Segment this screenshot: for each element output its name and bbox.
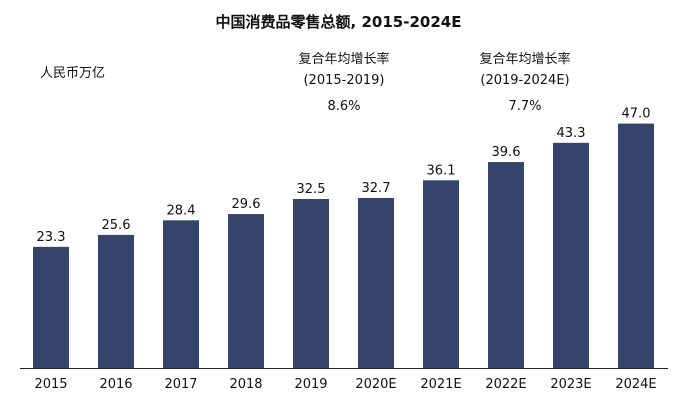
bar-2022E bbox=[488, 162, 524, 368]
bar-2016 bbox=[98, 234, 134, 368]
cagr-period: (2015-2019) bbox=[303, 73, 385, 88]
value-label-2018: 29.6 bbox=[232, 197, 261, 212]
bar-2019 bbox=[293, 199, 329, 368]
x-tick-label-2017: 2017 bbox=[164, 377, 197, 392]
bar-2021E bbox=[423, 180, 459, 368]
x-tick-label-2020E: 2020E bbox=[355, 377, 396, 392]
x-tick-label-2015: 2015 bbox=[34, 377, 67, 392]
x-tick-label-2018: 2018 bbox=[229, 377, 262, 392]
x-tick-label-2019: 2019 bbox=[294, 377, 327, 392]
x-tick-label-2016: 2016 bbox=[99, 377, 132, 392]
value-label-2017: 28.4 bbox=[167, 203, 196, 218]
bar-2024E bbox=[618, 123, 654, 368]
value-label-2024E: 47.0 bbox=[622, 107, 651, 122]
cagr-value: 7.7% bbox=[508, 99, 542, 114]
cagr-annotation-1: 复合年均增长率 (2015-2019) 8.6% bbox=[254, 49, 434, 117]
value-label-2022E: 39.6 bbox=[492, 145, 521, 160]
value-label-2020E: 32.7 bbox=[362, 181, 391, 196]
cagr-period: (2019-2024E) bbox=[480, 73, 570, 88]
value-label-2021E: 36.1 bbox=[427, 163, 456, 178]
value-label-2015: 23.3 bbox=[37, 230, 66, 245]
value-label-2016: 25.6 bbox=[102, 218, 131, 233]
bar-2023E bbox=[553, 142, 589, 368]
x-tick-label-2021E: 2021E bbox=[420, 377, 461, 392]
cagr-label: 复合年均增长率 bbox=[479, 52, 571, 67]
cagr-annotation-2: 复合年均增长率 (2019-2024E) 7.7% bbox=[435, 49, 615, 117]
bar-2015 bbox=[33, 246, 69, 368]
bar-2018 bbox=[228, 214, 264, 368]
cagr-value: 8.6% bbox=[327, 99, 361, 114]
x-tick-label-2022E: 2022E bbox=[485, 377, 526, 392]
cagr-label: 复合年均增长率 bbox=[298, 52, 390, 67]
value-label-2023E: 43.3 bbox=[557, 126, 586, 141]
x-tick-label-2023E: 2023E bbox=[550, 377, 591, 392]
value-label-2019: 32.5 bbox=[297, 182, 326, 197]
x-tick-label-2024E: 2024E bbox=[615, 377, 656, 392]
chart-title: 中国消费品零售总额, 2015-2024E bbox=[215, 13, 462, 31]
bar-2017 bbox=[163, 220, 199, 368]
unit-label: 人民币万亿 bbox=[40, 66, 106, 81]
bar-2020E bbox=[358, 197, 394, 368]
